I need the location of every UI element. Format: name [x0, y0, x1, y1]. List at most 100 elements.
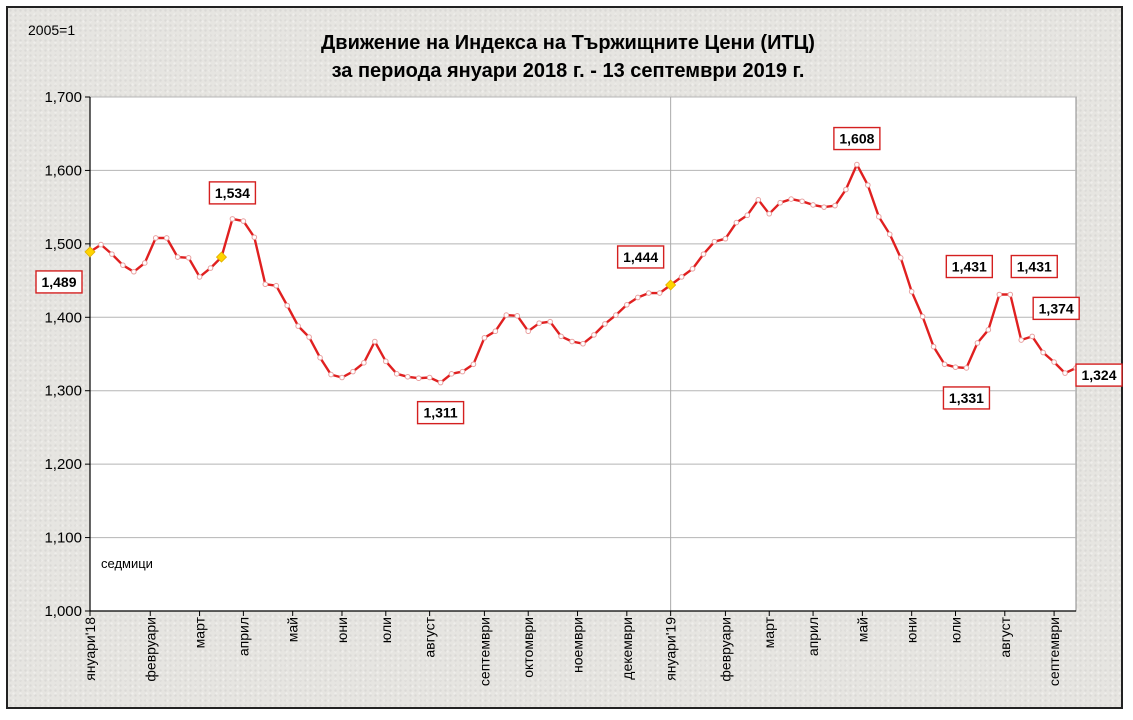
data-point	[547, 318, 553, 325]
x-tick-label: ноември	[570, 617, 586, 673]
data-point	[897, 255, 904, 261]
data-point	[1051, 359, 1057, 365]
data-point	[207, 265, 214, 271]
data-point	[865, 182, 871, 188]
annotation-label: 1,431	[1017, 259, 1052, 275]
annotation-box	[416, 400, 465, 425]
data-point	[163, 235, 170, 241]
data-point	[656, 290, 663, 296]
x-tick-label: август	[422, 616, 438, 657]
data-point	[404, 373, 411, 380]
data-point	[481, 335, 488, 341]
data-point	[350, 368, 356, 375]
highlight-point	[84, 246, 96, 258]
annotation-label: 1,331	[949, 390, 984, 406]
data-point	[930, 343, 937, 350]
annotation-label: 1,534	[215, 185, 250, 201]
data-point	[339, 374, 345, 381]
data-point	[744, 212, 751, 219]
x-tick-label: януари'19	[663, 617, 679, 681]
annotation-box	[945, 254, 994, 279]
x-tick-label: февруари	[142, 617, 158, 682]
data-point	[437, 379, 444, 386]
data-point	[426, 374, 433, 381]
data-point	[448, 371, 455, 377]
data-point	[569, 338, 575, 345]
data-point	[229, 216, 236, 222]
highlight-points	[84, 246, 677, 291]
x-tick-label: август	[997, 616, 1013, 657]
data-point	[613, 312, 619, 318]
y-axis: 1,000 1,100 1,200 1,300 1,400 1,500 1,600 1,700	[44, 89, 91, 620]
y-tick-label: 1,600	[44, 162, 82, 179]
data-point	[876, 213, 882, 220]
data-point	[678, 274, 685, 280]
x-tick-label: септември	[1046, 617, 1062, 686]
data-point	[317, 354, 323, 361]
data-point	[733, 219, 740, 226]
x-tick-label: април	[805, 617, 821, 656]
base-index-label: 2005=1	[28, 22, 76, 38]
data-point	[273, 282, 280, 289]
data-point	[843, 186, 849, 193]
annotation-box	[35, 270, 83, 294]
chart-title-line-2: за периода януари 2018 г. - 13 септември…	[331, 60, 805, 82]
data-point	[361, 360, 367, 366]
annotation-box	[942, 386, 991, 410]
data-point	[634, 294, 641, 301]
value-annotation: 1,534	[208, 181, 257, 205]
data-point	[700, 251, 707, 257]
x-tick-label: май	[285, 617, 301, 642]
plot-area	[89, 96, 1077, 612]
data-point	[120, 262, 126, 268]
data-point	[1040, 349, 1046, 356]
data-point	[985, 326, 992, 333]
value-annotation: 1,331	[942, 386, 991, 410]
data-point	[459, 368, 466, 375]
data-point	[536, 320, 542, 326]
annotation-label: 1,489	[41, 274, 76, 290]
data-point	[383, 358, 389, 365]
data-point	[854, 161, 860, 168]
data-point	[152, 235, 159, 241]
data-point	[602, 321, 608, 327]
data-point	[185, 255, 192, 261]
annotation-label: 1,324	[1081, 367, 1116, 383]
data-point	[174, 254, 181, 260]
value-annotation: 1,489	[35, 270, 83, 294]
annotation-box	[833, 126, 881, 151]
y-tick-label: 1,400	[44, 309, 82, 326]
data-point	[908, 288, 915, 295]
data-point	[1018, 337, 1025, 343]
data-point	[141, 260, 148, 266]
data-point	[832, 202, 838, 209]
data-point	[711, 238, 718, 245]
data-point	[919, 313, 926, 320]
data-point	[996, 291, 1003, 298]
data-point	[514, 313, 521, 319]
data-point	[624, 302, 630, 308]
value-annotation: 1,324	[1075, 363, 1123, 387]
annotation-box	[1032, 296, 1080, 321]
annotation-box	[1010, 254, 1058, 279]
data-point	[284, 302, 291, 309]
data-point	[372, 338, 378, 345]
x-tick-label: септември	[476, 617, 492, 686]
data-points	[87, 161, 1079, 386]
data-point	[492, 328, 499, 335]
y-tick-label: 1,500	[44, 236, 82, 253]
highlight-point	[215, 251, 228, 263]
chart-title-line-1: Движение на Индекса на Тържищните Цени (…	[321, 32, 815, 54]
data-point	[755, 197, 762, 203]
y-tick-label: 1,000	[44, 603, 82, 620]
annotation-box	[616, 245, 665, 269]
value-annotation: 1,374	[1032, 296, 1080, 321]
annotation-label: 1,431	[952, 259, 987, 275]
y-tick-label: 1,700	[44, 89, 82, 106]
x-tick-label: февруари	[717, 617, 733, 682]
y-tick-label: 1,100	[44, 530, 82, 547]
x-tick-label: март	[192, 616, 208, 648]
annotation-label: 1,311	[423, 405, 457, 421]
data-point	[974, 340, 981, 346]
